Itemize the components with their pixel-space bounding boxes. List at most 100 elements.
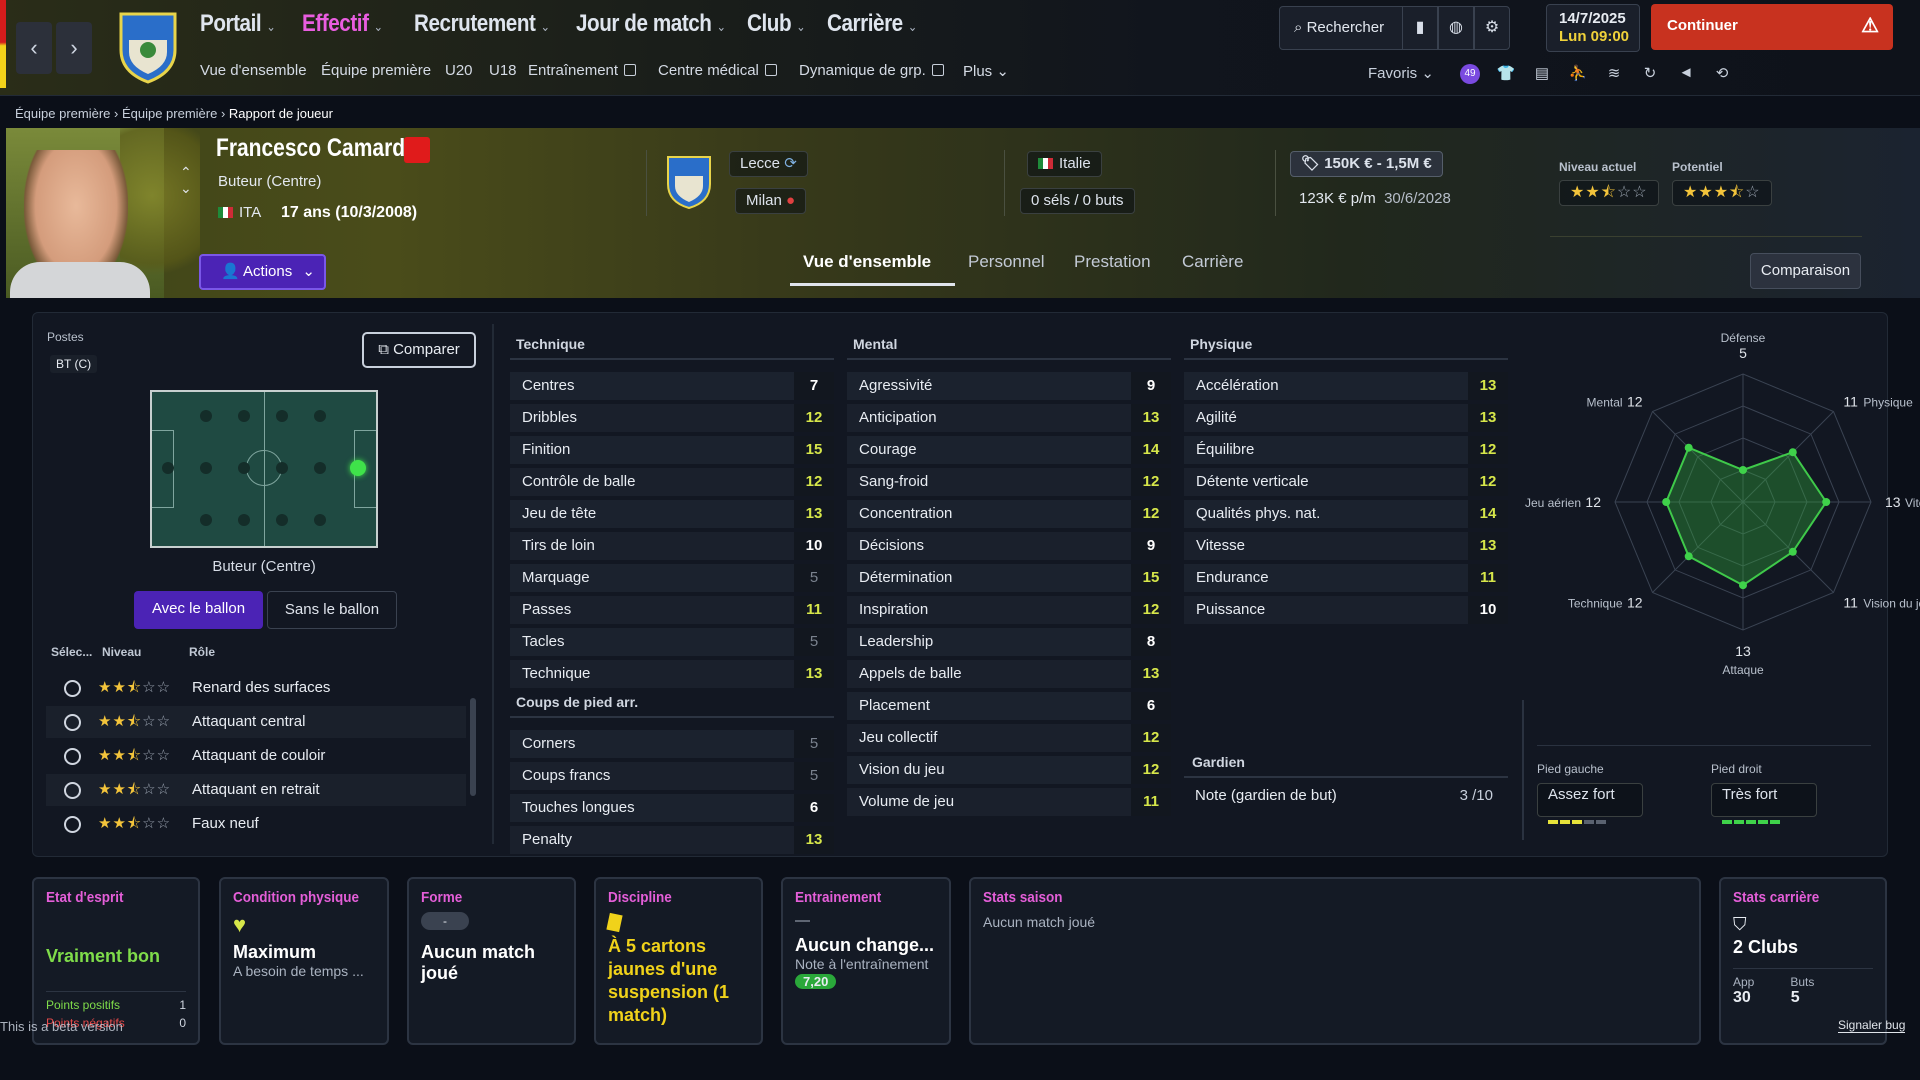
- season-stats-card[interactable]: Stats saison Aucun match joué: [969, 877, 1701, 1045]
- attribute-row[interactable]: Appels de balle 13: [847, 660, 1171, 688]
- tactics-icon[interactable]: ⛹: [1568, 65, 1588, 82]
- attribute-row[interactable]: Passes 11: [510, 596, 834, 624]
- loan-club-chip[interactable]: Milan ●: [735, 188, 807, 214]
- condition-card[interactable]: Condition physique ♥ Maximum A besoin de…: [219, 877, 389, 1045]
- tab-performance[interactable]: Prestation: [1074, 252, 1151, 271]
- breadcrumb-item[interactable]: Équipe première: [15, 106, 111, 121]
- attribute-row[interactable]: Marquage 5: [510, 564, 834, 592]
- menu-jour-de-match[interactable]: Jour de match ⌄: [576, 10, 726, 37]
- attribute-row[interactable]: Détente verticale 12: [1184, 468, 1508, 496]
- actions-button[interactable]: 👤 Actions ⌄: [199, 254, 326, 290]
- attribute-row[interactable]: Jeu de tête 13: [510, 500, 834, 528]
- subnav-more[interactable]: Plus ⌄: [963, 63, 1009, 80]
- role-row[interactable]: ★★⯪☆☆ Attaquant central: [46, 706, 466, 738]
- menu-club[interactable]: Club ⌄: [747, 10, 806, 37]
- menu-effectif[interactable]: Effectif ⌄: [302, 10, 383, 37]
- attribute-row[interactable]: Contrôle de balle 12: [510, 468, 834, 496]
- attribute-row[interactable]: Concentration 12: [847, 500, 1171, 528]
- attribute-row[interactable]: Décisions 9: [847, 532, 1171, 560]
- gear-icon[interactable]: ⚙: [1474, 6, 1510, 50]
- discipline-card[interactable]: Discipline À 5 cartons jaunes d'une susp…: [594, 877, 763, 1045]
- report-bug-link[interactable]: Signaler bug: [1838, 1018, 1906, 1033]
- inbox-icon[interactable]: ▮: [1402, 6, 1438, 50]
- attribute-row[interactable]: Finition 15: [510, 436, 834, 464]
- attribute-row[interactable]: Courage 14: [847, 436, 1171, 464]
- subnav-training[interactable]: Entraînement: [528, 62, 637, 79]
- role-radio[interactable]: [64, 680, 81, 697]
- search-button[interactable]: ⌕ Rechercher: [1279, 6, 1403, 50]
- compare-button[interactable]: ⧉ Comparer: [362, 332, 476, 368]
- tab-overview[interactable]: Vue d'ensemble: [803, 252, 932, 271]
- attribute-row[interactable]: Accélération 13: [1184, 372, 1508, 400]
- attribute-row[interactable]: Touches longues 6: [510, 794, 834, 822]
- with-ball-tab[interactable]: Avec le ballon: [134, 591, 263, 629]
- database-icon[interactable]: ≋: [1607, 65, 1621, 82]
- subnav-dynamics[interactable]: Dynamique de grp.: [799, 62, 944, 79]
- attribute-row[interactable]: Penalty 13: [510, 826, 834, 854]
- form-card[interactable]: Forme - Aucun match joué: [407, 877, 576, 1045]
- attribute-row[interactable]: Endurance 11: [1184, 564, 1508, 592]
- comparison-button[interactable]: Comparaison: [1750, 253, 1861, 289]
- attribute-row[interactable]: Qualités phys. nat. 14: [1184, 500, 1508, 528]
- role-row[interactable]: ★★⯪☆☆ Faux neuf: [46, 808, 466, 840]
- subnav-first-team[interactable]: Équipe première: [321, 62, 432, 79]
- attribute-row[interactable]: Dribbles 12: [510, 404, 834, 432]
- roles-scrollbar[interactable]: [470, 698, 476, 796]
- attribute-row[interactable]: Corners 5: [510, 730, 834, 758]
- player-switch-arrows[interactable]: ⌃ ⌄: [180, 164, 192, 196]
- attribute-row[interactable]: Coups francs 5: [510, 762, 834, 790]
- without-ball-tab[interactable]: Sans le ballon: [267, 591, 397, 629]
- clipboard-icon[interactable]: ▤: [1534, 65, 1550, 82]
- back-button[interactable]: ‹: [16, 22, 52, 74]
- forward-button[interactable]: ›: [56, 22, 92, 74]
- refresh-icon[interactable]: ↻: [1643, 65, 1657, 82]
- continue-button[interactable]: Continuer ⚠: [1651, 4, 1893, 50]
- attribute-row[interactable]: Inspiration 12: [847, 596, 1171, 624]
- club-chip[interactable]: Lecce ⟳: [729, 151, 808, 177]
- tab-personal[interactable]: Personnel: [968, 252, 1045, 271]
- role-radio[interactable]: [64, 748, 81, 765]
- game-date[interactable]: 14/7/2025 Lun 09:00: [1546, 4, 1640, 52]
- attribute-row[interactable]: Placement 6: [847, 692, 1171, 720]
- attribute-row[interactable]: Volume de jeu 11: [847, 788, 1171, 816]
- menu-recrutement[interactable]: Recrutement ⌄: [414, 10, 550, 37]
- attribute-row[interactable]: Tirs de loin 10: [510, 532, 834, 560]
- attribute-row[interactable]: Jeu collectif 12: [847, 724, 1171, 752]
- attribute-row[interactable]: Détermination 15: [847, 564, 1171, 592]
- attribute-row[interactable]: Centres 7: [510, 372, 834, 400]
- menu-portail[interactable]: Portail ⌄: [200, 10, 276, 37]
- attribute-row[interactable]: Agressivité 9: [847, 372, 1171, 400]
- shirt-icon[interactable]: 👕: [1496, 65, 1516, 82]
- attribute-row[interactable]: Puissance 10: [1184, 596, 1508, 624]
- role-row[interactable]: ★★⯪☆☆ Renard des surfaces: [46, 672, 466, 704]
- attribute-row[interactable]: Leadership 8: [847, 628, 1171, 656]
- training-card[interactable]: Entrainement — Aucun change... Note à l'…: [781, 877, 951, 1045]
- globe-icon[interactable]: ◍: [1438, 6, 1474, 50]
- role-radio[interactable]: [64, 816, 81, 833]
- attribute-row[interactable]: Vision du jeu 12: [847, 756, 1171, 784]
- history-icon[interactable]: ⟲: [1715, 65, 1729, 82]
- mood-card[interactable]: Etat d'esprit Vraiment bon Points positi…: [32, 877, 200, 1045]
- role-radio[interactable]: [64, 782, 81, 799]
- attribute-row[interactable]: Tacles 5: [510, 628, 834, 656]
- subnav-u20[interactable]: U20: [445, 62, 473, 79]
- attribute-row[interactable]: Vitesse 13: [1184, 532, 1508, 560]
- role-row[interactable]: ★★⯪☆☆ Attaquant de couloir: [46, 740, 466, 772]
- attribute-row[interactable]: Agilité 13: [1184, 404, 1508, 432]
- attribute-row[interactable]: Technique 13: [510, 660, 834, 688]
- favorites-dropdown[interactable]: Favoris ⌄: [1368, 65, 1434, 82]
- career-stats-card[interactable]: Stats carrière ⛉ 2 Clubs App Buts 30 5: [1719, 877, 1887, 1045]
- role-row[interactable]: ★★⯪☆☆ Attaquant en retrait: [46, 774, 466, 806]
- subnav-u18[interactable]: U18: [489, 62, 517, 79]
- tab-career[interactable]: Carrière: [1182, 252, 1244, 271]
- country-chip[interactable]: Italie: [1027, 151, 1102, 177]
- menu-carriere[interactable]: Carrière ⌄: [827, 10, 917, 37]
- role-radio[interactable]: [64, 714, 81, 731]
- value-chip[interactable]: 🏷 150K € - 1,5M €: [1290, 151, 1443, 177]
- notification-badge[interactable]: 49: [1460, 64, 1480, 84]
- breadcrumb-item[interactable]: Équipe première: [121, 106, 218, 121]
- club-crest-icon[interactable]: [117, 10, 179, 84]
- subnav-overview[interactable]: Vue d'ensemble: [200, 62, 307, 79]
- subnav-medical[interactable]: Centre médical: [658, 62, 777, 79]
- attribute-row[interactable]: Équilibre 12: [1184, 436, 1508, 464]
